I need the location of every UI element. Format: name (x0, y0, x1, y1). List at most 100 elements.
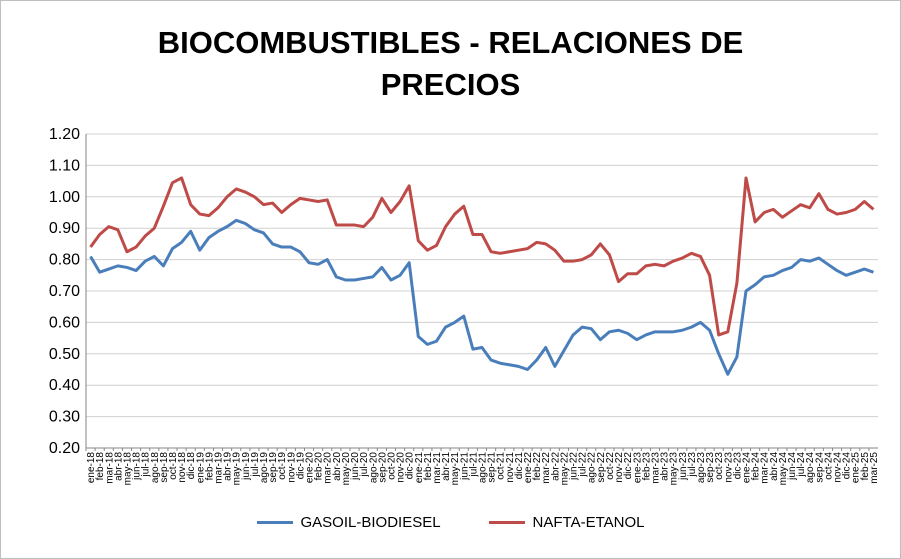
legend-label-gasoil-biodiesel: GASOIL-BIODIESEL (300, 514, 441, 531)
x-tick-label: sep-21 (487, 452, 498, 483)
legend-item-nafta-etanol: NAFTA-ETANOL (488, 514, 645, 531)
y-tick-label: 1.00 (49, 189, 80, 206)
x-tick-label: oct-24 (823, 452, 834, 480)
x-tick-label: dic-21 (514, 452, 525, 480)
x-tick-label: jun-20 (350, 452, 361, 481)
x-tick-label: abr-22 (550, 452, 561, 481)
legend-item-gasoil-biodiesel: GASOIL-BIODIESEL (256, 514, 441, 531)
x-tick-label: nov-22 (614, 452, 625, 483)
x-tick-label: feb-22 (532, 452, 543, 481)
x-tick-label: dic-19 (295, 452, 306, 480)
x-tick-label: jun-22 (569, 452, 580, 481)
x-tick-label: mar-18 (104, 452, 115, 484)
x-tick-label: feb-18 (95, 452, 106, 481)
legend-swatch-nafta-etanol (488, 521, 525, 524)
x-tick-label: nov-24 (833, 452, 844, 483)
y-tick-label: 1.20 (49, 126, 80, 143)
x-tick-label: ene-23 (632, 452, 643, 484)
x-tick-label: ago-23 (696, 452, 707, 484)
x-tick-label: dic-18 (186, 452, 197, 480)
x-tick-label: jun-19 (241, 452, 252, 481)
x-tick-label: jun-24 (787, 452, 798, 481)
y-tick-label: 0.50 (49, 346, 80, 363)
series-line-gasoil-biodiesel (89, 218, 874, 376)
x-tick-label: ago-21 (478, 452, 489, 484)
x-tick-label: nov-23 (723, 452, 734, 483)
x-tick-label: sep-24 (814, 452, 825, 483)
x-tick-label: oct-18 (168, 452, 179, 480)
x-tick-label: ago-20 (368, 452, 379, 484)
chart-title: BIOCOMBUSTIBLES - RELACIONES DE PRECIOS (0, 22, 901, 106)
x-tick-label: ago-22 (587, 452, 598, 484)
x-tick-label: oct-23 (714, 452, 725, 480)
x-tick-label: oct-19 (277, 452, 288, 480)
x-tick-label: feb-19 (204, 452, 215, 481)
x-tick-label: may-20 (341, 452, 352, 486)
x-tick-label: jul-21 (468, 452, 479, 478)
x-tick-label: feb-23 (641, 452, 652, 481)
x-tick-label: sep-22 (596, 452, 607, 483)
x-tick-label: ene-24 (742, 452, 753, 484)
x-tick-label: feb-20 (314, 452, 325, 481)
y-tick-label: 0.80 (49, 252, 80, 269)
x-tick-label: ene-19 (195, 452, 206, 484)
x-tick-label: may-19 (232, 452, 243, 486)
x-tick-label: abr-18 (113, 452, 124, 481)
y-tick-label: 0.40 (49, 377, 80, 394)
x-tick-label: oct-21 (496, 452, 507, 480)
x-tick-label: jul-19 (250, 452, 261, 478)
x-tick-label: abr-19 (223, 452, 234, 481)
x-tick-label: ene-20 (305, 452, 316, 484)
x-tick-label: jun-18 (132, 452, 143, 481)
x-tick-label: abr-20 (332, 452, 343, 481)
gridlines (86, 133, 878, 449)
y-tick-label: 0.60 (49, 314, 80, 331)
legend-label-nafta-etanol: NAFTA-ETANOL (532, 514, 645, 531)
x-tick-label: dic-20 (405, 452, 416, 480)
y-tick-label: 0.20 (49, 440, 80, 457)
x-tick-label: may-23 (669, 452, 680, 486)
x-tick-label: oct-20 (386, 452, 397, 480)
x-tick-label: sep-19 (268, 452, 279, 483)
x-tick-label: ene-18 (86, 452, 97, 484)
x-axis: ene-18feb-18mar-18abr-18may-18jun-18jul-… (85, 448, 880, 486)
x-tick-label: mar-22 (541, 452, 552, 484)
series-line-nafta-etanol (89, 176, 875, 337)
x-tick-label: nov-20 (396, 452, 407, 483)
x-tick-label: feb-24 (751, 452, 762, 481)
x-tick-label: mar-20 (323, 452, 334, 484)
x-tick-label: mar-24 (760, 452, 771, 484)
x-tick-label: mar-19 (214, 452, 225, 484)
x-tick-label: dic-23 (732, 452, 743, 480)
y-tick-label: 0.70 (49, 283, 80, 300)
x-tick-label: jul-18 (141, 452, 152, 478)
x-tick-label: may-24 (778, 452, 789, 486)
x-tick-label: abr-21 (441, 452, 452, 481)
x-tick-label: feb-21 (423, 452, 434, 481)
x-tick-label: abr-24 (769, 452, 780, 481)
x-tick-label: ago-24 (805, 452, 816, 484)
x-tick-label: nov-18 (177, 452, 188, 483)
x-tick-label: ene-25 (851, 452, 862, 484)
x-tick-label: abr-23 (660, 452, 671, 481)
y-tick-label: 0.30 (49, 409, 80, 426)
y-tick-label: 1.10 (49, 157, 80, 174)
x-tick-label: may-18 (122, 452, 133, 486)
x-tick-label: may-22 (559, 452, 570, 486)
x-tick-label: mar-25 (869, 452, 880, 484)
y-tick-label: 0.90 (49, 220, 80, 237)
x-tick-label: jul-23 (687, 452, 698, 478)
x-tick-label: jul-20 (359, 452, 370, 478)
x-tick-label: nov-21 (505, 452, 516, 483)
x-tick-label: jun-23 (678, 452, 689, 481)
x-tick-label: mar-23 (650, 452, 661, 484)
x-tick-label: ago-19 (259, 452, 270, 484)
x-tick-label: feb-25 (860, 452, 871, 481)
x-tick-label: ene-21 (414, 452, 425, 484)
series-lines (89, 176, 875, 376)
x-tick-label: jul-24 (796, 452, 807, 478)
x-tick-label: oct-22 (605, 452, 616, 480)
legend: GASOIL-BIODIESEL NAFTA-ETANOL (0, 514, 901, 531)
